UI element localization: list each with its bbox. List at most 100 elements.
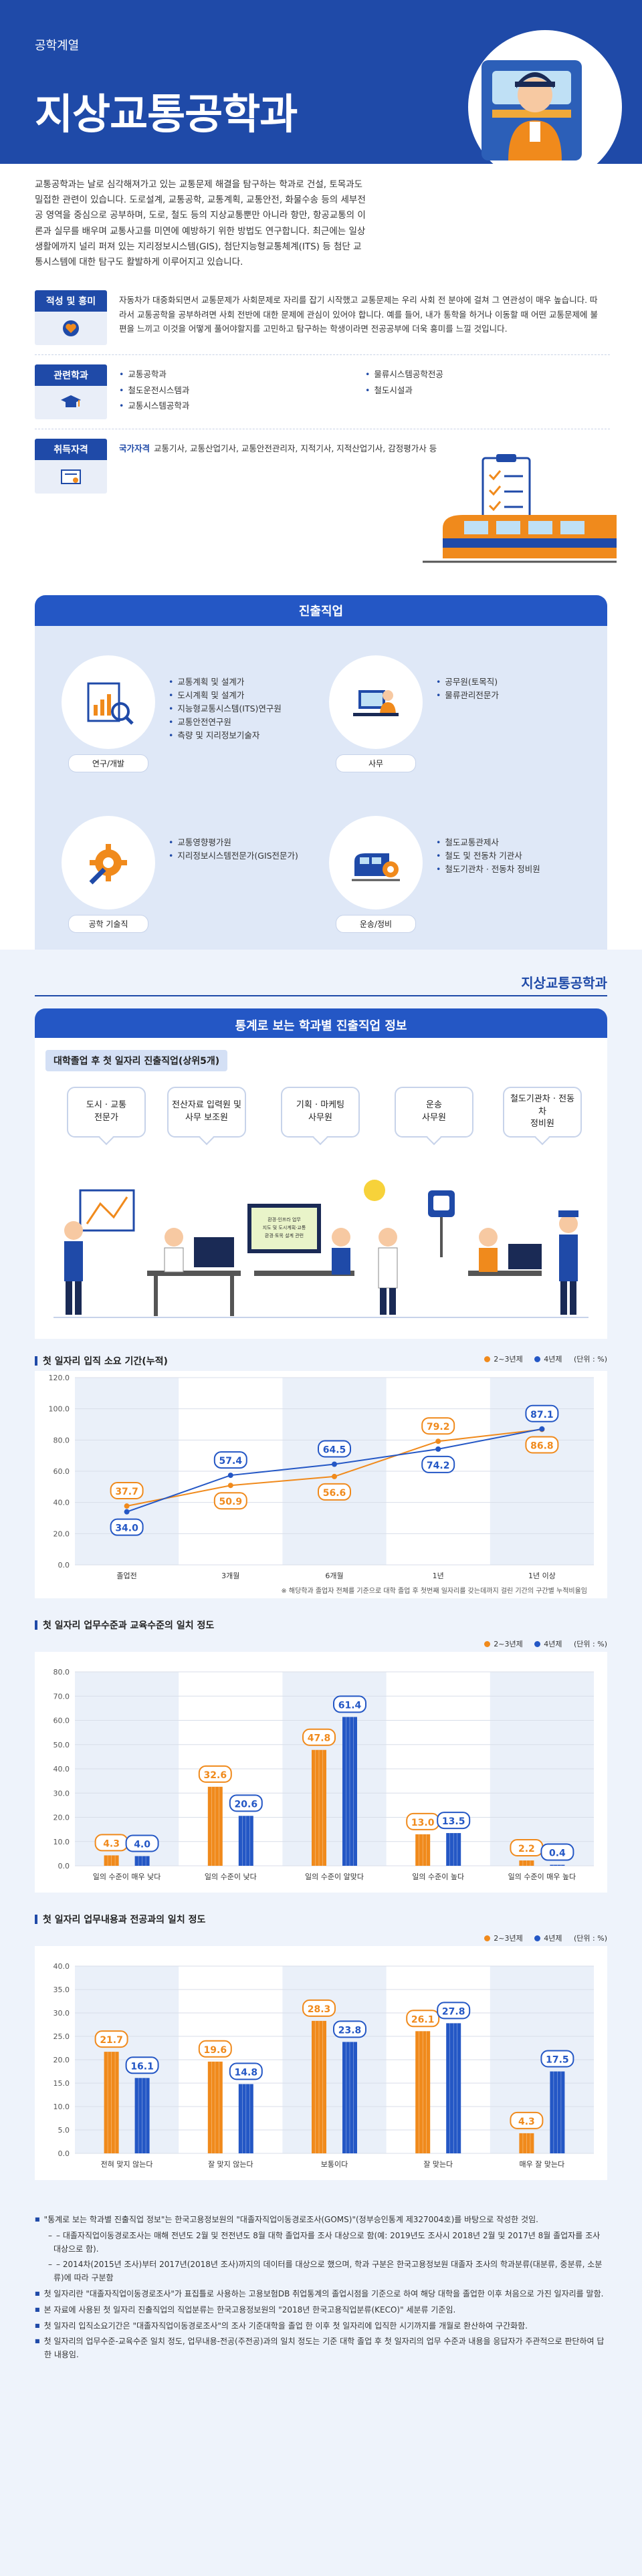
data-point [539,1426,545,1432]
chart3-title: 첫 일자리 업무내용과 전공과의 일치 정도 [35,1913,205,1926]
x-tick-label: 매우 잘 맞는다 [520,2160,565,2169]
job-item: 물류관리전문가 [436,689,499,702]
note-item: "통계로 보는 학과별 진출직업 정보"는 한국고용정보원의 "대졸자직업이동경… [35,2214,607,2227]
note-item: 첫 일자리란 "대졸자직업이동경로조사"가 표집틀로 사용하는 고용보험DB 취… [35,2288,607,2301]
data-point [227,1483,233,1489]
chart2-title: 첫 일자리 업무수준과 교육수준의 일치 정도 [35,1618,214,1632]
data-point [227,1473,233,1479]
data-label-box [318,1440,351,1458]
related-list: 교통공학과 물류시스템공학전공 철도운전시스템과 철도시설과 교통시스템공학과 [119,367,601,413]
y-tick-label: 40.0 [54,1499,70,1507]
data-label: 19.6 [204,2045,227,2056]
data-point [332,1461,337,1467]
job-item: 철도교통관제사 [436,836,540,849]
train-checklist-illustration [423,454,617,563]
data-label: 0.4 [549,1848,566,1859]
y-tick-label: 5.0 [58,2126,70,2135]
x-tick-label: 1년 [433,1572,444,1580]
related-item: 교통시스템공학과 [119,399,354,413]
x-tick-label: 전혀 맞지 않는다 [101,2160,153,2169]
data-label: 56.6 [323,1488,346,1499]
y-tick-label: 40.0 [54,1765,70,1774]
job-item: 교통계획 및 설계가 [169,675,282,689]
y-tick-label: 10.0 [54,1838,70,1846]
note-item: – 2014차(2015년 조사)부터 2017년(2018년 조사)까지의 데… [35,2258,607,2285]
top5-title: 대학졸업 후 첫 일자리 진출직업(상위5개) [45,1050,228,1071]
job-item: 지능형교통시스템(ITS)연구원 [169,702,282,716]
career-section: 진출직업 연구/개발 교통계획 및 설계가 도시계획 및 설계가 지능형교통시스… [35,595,607,990]
data-label-box [302,1999,336,2017]
stats-title: 통계로 보는 학과별 진출직업 정보 [35,1008,607,1042]
data-label: 74.2 [427,1461,450,1471]
x-tick-label: 잘 맞는다 [423,2160,453,2169]
certificate-icon [35,460,107,494]
y-tick-label: 0.0 [58,2149,70,2158]
job-list: 교통계획 및 설계가 도시계획 및 설계가 지능형교통시스템(ITS)연구원 교… [169,675,282,742]
data-label: 13.5 [442,1816,465,1827]
data-label: 32.6 [204,1770,227,1781]
data-label-box [421,1455,455,1473]
legend-a: 2~3년제 [494,1355,523,1364]
data-label: 28.3 [308,2004,331,2015]
legend-a: 2~3년제 [494,1640,523,1648]
job-item: 철도 및 전동차 기관사 [436,849,540,863]
data-label-box [110,1482,144,1500]
y-tick-label: 100.0 [49,1405,70,1414]
x-tick-label: 보통이다 [321,2160,348,2169]
stats-section: 지상교통공학과 통계로 보는 학과별 진출직업 정보 대학졸업 후 첫 일자리 … [0,950,642,2576]
x-tick-label: 잘 맞지 않는다 [208,2160,253,2169]
cert-text: 교통기사, 교통산업기사, 교통안전관리자, 지적기사, 지적산업기사, 감정평… [154,443,437,454]
data-label-box [437,1812,471,1830]
x-tick-label: 3개월 [221,1572,239,1580]
intro-text: 교통공학과는 날로 심각해져가고 있는 교통문제 해결을 탐구하는 학과로 건설… [35,179,366,268]
data-label: 50.9 [219,1497,243,1507]
data-label-box [94,2030,128,2048]
data-label: 20.6 [235,1799,258,1810]
chart1-legend: 2~3년제 4년제 (단위 : %) [475,1354,607,1364]
y-tick-label: 120.0 [49,1374,70,1382]
job-group-research: 연구/개발 교통계획 및 설계가 도시계획 및 설계가 지능형교통시스템(ITS… [62,655,329,789]
cert-kind: 국가자격 [119,443,150,454]
chart-report-icon [62,655,155,749]
certs-label: 취득자격 [35,439,107,461]
related-item: 교통공학과 [119,367,354,381]
x-tick-label: 일의 수준이 낮다 [205,1872,257,1881]
gear-wrench-icon [62,816,155,909]
job-label: 공학 기술직 [68,915,148,933]
job-group-office: 사무 공무원(토목직) 물류관리전문가 [329,655,597,789]
legend-a: 2~3년제 [494,1934,523,1943]
data-label-box [229,1794,263,1812]
related-item: 철도시설과 [365,383,601,397]
data-label: 26.1 [411,2014,435,2025]
x-tick-label: 일의 수준이 매우 낮다 [93,1872,161,1881]
monitor-text: 환경·인프라 업무 지도 및 도시계획·교통 환경·토목 설계 관련 [263,1216,306,1239]
chart-note: ※ 해당학과 졸업자 전체를 기준으로 대학 졸업 후 첫번째 일자리를 갖는데… [281,1586,587,1595]
job-label: 연구/개발 [68,754,148,772]
y-tick-label: 30.0 [54,2009,70,2018]
data-label: 23.8 [338,2025,362,2036]
bar-chart-major: 0.0 5.0 10.0 15.0 20.0 25.0 30.0 35.0 40.0 전혀 맞지 … [35,1946,607,2180]
data-label: 4.3 [518,2117,535,2127]
x-tick-label: 1년 이상 [528,1572,556,1580]
legend-b: 4년제 [544,1934,562,1943]
category-label: 공학계열 [35,39,80,53]
x-tick-label: 일의 수준이 알맞다 [305,1872,364,1881]
data-label-box [437,2002,471,2020]
top5-bubble: 운송 사무원 [395,1087,473,1138]
data-label-box [540,1843,574,1861]
data-point [124,1503,130,1509]
data-point [435,1446,441,1452]
x-tick-label: 6개월 [325,1572,343,1580]
legend-unit: (단위 : %) [574,1640,607,1648]
y-tick-label: 15.0 [54,2079,70,2088]
aptitude-row: 적성 및 흥미 자동차가 대중화되면서 교통문제가 사회문제로 자리를 잡기 시… [35,281,610,356]
train-driver-illustration [481,60,582,160]
related-item: 물류시스템공학전공 [365,367,601,381]
chart3-legend: 2~3년제 4년제 (단위 : %) [475,1933,607,1943]
data-label-box [525,1436,559,1454]
career-title: 진출직업 [35,595,607,626]
aptitude-label: 적성 및 흥미 [35,290,107,312]
job-list: 교통영향평가원 지리정보시스템전문가(GIS전문가) [169,836,298,863]
job-item: 측량 및 지리정보기술자 [169,729,282,742]
data-label-box [229,2062,263,2080]
